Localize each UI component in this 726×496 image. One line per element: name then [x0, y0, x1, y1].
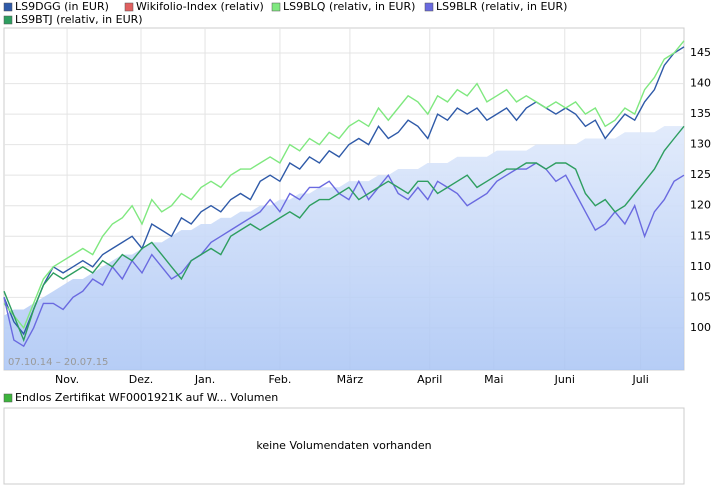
volume-legend: Endlos Zertifikat WF0001921K auf W... Vo… [15, 391, 278, 404]
legend-label: Wikifolio-Index (relativ) [136, 0, 264, 13]
x-tick-label: Mai [484, 373, 503, 386]
x-tick-label: März [337, 373, 364, 386]
y-tick-label: 105 [690, 290, 711, 303]
x-tick-label: Nov. [55, 373, 79, 386]
area-shade [4, 126, 684, 370]
y-tick-label: 100 [690, 321, 711, 334]
x-tick-label: April [417, 373, 442, 386]
y-tick-label: 120 [690, 199, 711, 212]
legend-swatch [424, 2, 434, 12]
y-tick-label: 145 [690, 46, 711, 59]
legend-swatch [271, 2, 281, 12]
legend-swatch [3, 2, 13, 12]
legend-label: LS9BLQ (relativ, in EUR) [283, 0, 415, 13]
line [3, 40, 685, 330]
y-tick-label: 110 [690, 260, 711, 273]
legend-label: LS9DGG (in EUR) [15, 0, 109, 13]
volume-panel [3, 407, 685, 485]
line [3, 125, 685, 343]
range-label: 07.10.14 – 20.07.15 [8, 357, 108, 368]
legend-swatch [3, 15, 13, 25]
x-tick-label: Feb. [268, 373, 291, 386]
legend-label: LS9BTJ (relativ, in EUR) [15, 13, 143, 26]
y-tick-label: 115 [690, 229, 711, 242]
y-tick-label: 125 [690, 168, 711, 181]
x-tick-label: Jan. [194, 373, 215, 386]
line [3, 46, 685, 336]
y-tick-label: 140 [690, 77, 711, 90]
x-tick-label: Dez. [129, 373, 154, 386]
y-tick-label: 135 [690, 107, 711, 120]
legend-label: LS9BLR (relativ, in EUR) [436, 0, 567, 13]
x-tick-label: Juni [554, 373, 575, 386]
legend-swatch [124, 2, 134, 12]
x-tick-label: Juli [631, 373, 648, 386]
volume-message: keine Volumendaten vorhanden [256, 439, 431, 452]
legend-swatch [3, 393, 13, 403]
line [3, 162, 685, 348]
y-tick-label: 130 [690, 138, 711, 151]
